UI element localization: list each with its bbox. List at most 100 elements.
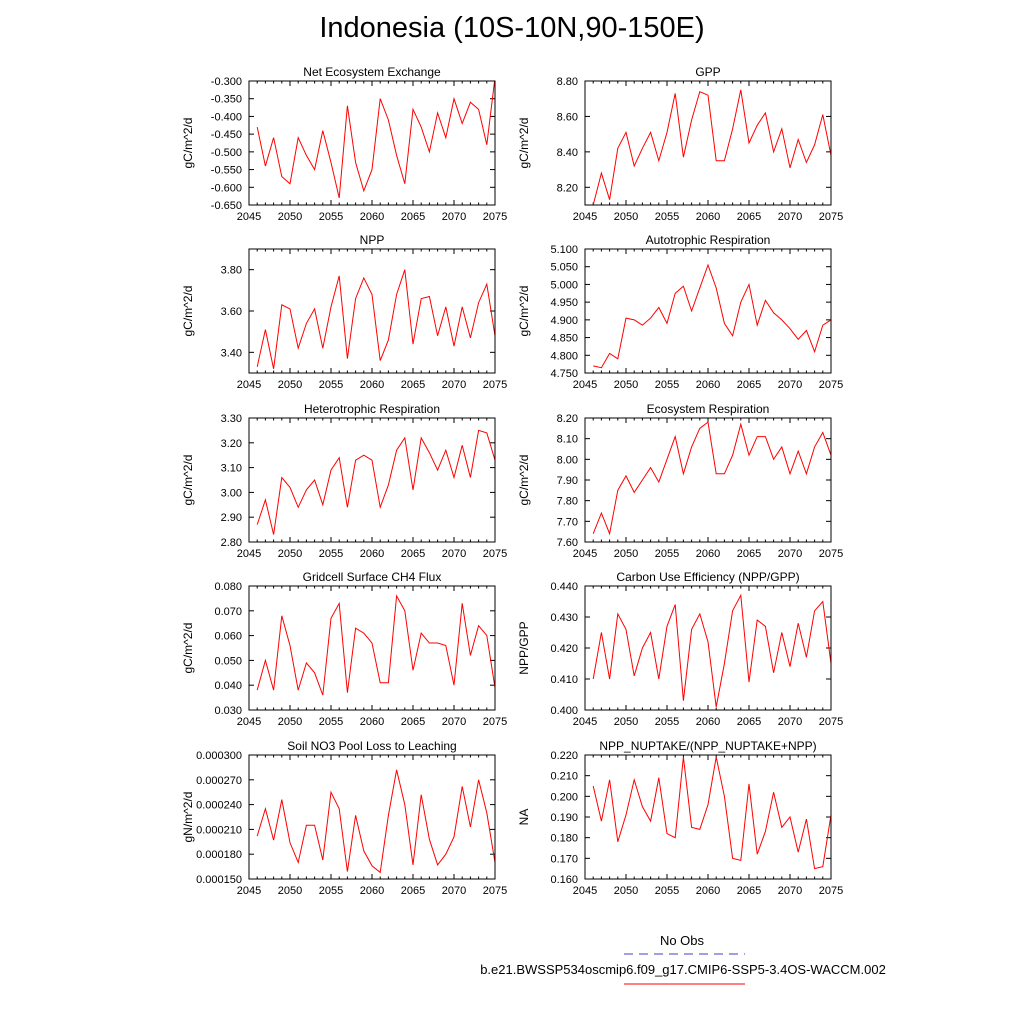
panel-7-ytick-label: 0.060 xyxy=(214,631,242,643)
panel-4-ytick-label: 4.800 xyxy=(550,350,578,362)
panel-6-ytick-label: 8.00 xyxy=(557,454,578,466)
panel-9-frame xyxy=(248,754,496,880)
panel-2-xtick-label: 2065 xyxy=(737,211,761,223)
panel-6-ytick-label: 8.20 xyxy=(557,413,578,425)
panel-6-series-line xyxy=(592,421,831,536)
panel-10-xtick-label: 2060 xyxy=(696,885,720,897)
panel-3-xtick-label: 2075 xyxy=(483,379,507,391)
panel-9: Soil NO3 Pool Loss to Leaching gN/m^2/d 20… xyxy=(181,739,507,897)
panel-1-ytick-label: -0.600 xyxy=(211,182,242,194)
panel-8-series-line xyxy=(592,593,831,707)
panel-8-xtick-label: 2045 xyxy=(573,716,597,728)
panel-2-xtick-label: 2050 xyxy=(614,211,638,223)
panel-2-ylabel: gC/m^2/d xyxy=(517,118,531,169)
panel-3-ylabel: gC/m^2/d xyxy=(181,286,195,337)
panel-4-xtick-label: 2065 xyxy=(737,379,761,391)
panel-9-ytick-label: 0.000270 xyxy=(196,775,242,787)
panel-8-ytick-label: 0.400 xyxy=(550,705,578,717)
panel-1-xtick-label: 2065 xyxy=(401,211,425,223)
panel-3-xtick-label: 2045 xyxy=(237,379,261,391)
panel-4-ytick-label: 5.000 xyxy=(550,279,578,291)
panel-3-ytick-label: 3.60 xyxy=(221,306,242,318)
panel-4-ylabel: gC/m^2/d xyxy=(517,286,531,337)
panel-5-ytick-label: 3.30 xyxy=(221,413,242,425)
panel-6-title: Ecosystem Respiration xyxy=(647,402,770,416)
panel-4-frame xyxy=(584,248,832,374)
panel-4-xtick-label: 2060 xyxy=(696,379,720,391)
panel-1-series-line xyxy=(256,81,495,199)
panel-7: Gridcell Surface CH4 Flux gC/m^2/d 2045 205… xyxy=(181,570,507,728)
panel-5-ytick-label: 3.00 xyxy=(221,487,242,499)
panel-3-title: NPP xyxy=(360,233,385,247)
panel-3-ytick-label: 3.80 xyxy=(221,265,242,277)
panel-1-xtick-label: 2050 xyxy=(278,211,302,223)
panel-8-xtick-label: 2055 xyxy=(655,716,679,728)
panel-7-xtick-label: 2055 xyxy=(319,716,343,728)
panel-1-ytick-label: -0.300 xyxy=(211,76,242,88)
panel-5-title: Heterotrophic Respiration xyxy=(304,402,440,416)
panel-8-ytick-label: 0.410 xyxy=(550,674,578,686)
panel-8-xtick-label: 2060 xyxy=(696,716,720,728)
panel-4-series-line xyxy=(593,263,831,369)
panel-7-xtick-label: 2065 xyxy=(401,716,425,728)
panel-9-ytick-label: 0.000300 xyxy=(196,750,242,762)
panel-7-ytick-label: 0.070 xyxy=(214,606,242,618)
panel-5: Heterotrophic Respiration gC/m^2/d 2045 205… xyxy=(181,402,507,560)
panel-9-xtick-label: 2075 xyxy=(483,885,507,897)
panel-7-ytick-label: 0.040 xyxy=(214,680,242,692)
panel-6-xtick-label: 2055 xyxy=(655,548,679,560)
panel-1-ytick-label: -0.350 xyxy=(211,94,242,106)
panel-7-xtick-label: 2070 xyxy=(442,716,466,728)
panel-2-series-line xyxy=(592,89,831,205)
panel-1-frame xyxy=(248,80,496,206)
panel-6-xtick-label: 2070 xyxy=(778,548,802,560)
panel-6-xtick-label: 2075 xyxy=(819,548,843,560)
panel-9-xtick-label: 2065 xyxy=(401,885,425,897)
panel-6-ytick-label: 7.80 xyxy=(557,496,578,508)
panel-9-ytick-label: 0.000180 xyxy=(196,849,242,861)
panel-4-title: Autotrophic Respiration xyxy=(646,233,771,247)
panel-1-ytick-label: -0.400 xyxy=(211,111,242,123)
panel-4-xtick-label: 2045 xyxy=(573,379,597,391)
panel-7-ytick-label: 0.050 xyxy=(214,655,242,667)
panel-2-title: GPP xyxy=(695,65,720,79)
panel-4-xtick-label: 2055 xyxy=(655,379,679,391)
panel-2-xtick-label: 2055 xyxy=(655,211,679,223)
panel-8-ytick-label: 0.430 xyxy=(550,612,578,624)
panel-5-series-line xyxy=(256,429,495,535)
panel-10-xtick-label: 2050 xyxy=(614,885,638,897)
panel-8: Carbon Use Efficiency (NPP/GPP) NPP/GPP 20… xyxy=(517,570,843,728)
panel-3-series-line xyxy=(256,269,495,369)
panel-8-xtick-label: 2070 xyxy=(778,716,802,728)
panel-7-xtick-label: 2075 xyxy=(483,716,507,728)
panel-1-xtick-label: 2060 xyxy=(360,211,384,223)
panel-3-xtick-label: 2055 xyxy=(319,379,343,391)
panel-4-xtick-label: 2050 xyxy=(614,379,638,391)
panel-7-xtick-label: 2060 xyxy=(360,716,384,728)
panel-6-ytick-label: 7.90 xyxy=(557,475,578,487)
panel-5-ytick-label: 3.10 xyxy=(221,463,242,475)
panel-3: NPP gC/m^2/d 2045 2050 2055 2060 2065 2070 2075 3… xyxy=(181,233,507,391)
panel-4-ytick-label: 5.050 xyxy=(550,262,578,274)
panel-9-xtick-label: 2050 xyxy=(278,885,302,897)
panel-10-ytick-label: 0.220 xyxy=(550,750,578,762)
panel-3-xtick-label: 2065 xyxy=(401,379,425,391)
panel-10-ytick-label: 0.180 xyxy=(550,833,578,845)
panel-9-ytick-label: 0.000150 xyxy=(196,874,242,886)
panel-1-xtick-label: 2055 xyxy=(319,211,343,223)
panel-1-xtick-label: 2075 xyxy=(483,211,507,223)
panel-10-xtick-label: 2055 xyxy=(655,885,679,897)
panel-10-ylabel: NA xyxy=(517,809,531,826)
panel-7-frame xyxy=(248,585,496,711)
panel-7-title: Gridcell Surface CH4 Flux xyxy=(303,570,442,584)
panel-4-ytick-label: 4.850 xyxy=(550,333,578,345)
panel-9-ylabel: gN/m^2/d xyxy=(181,792,195,843)
panel-9-ytick-label: 0.000210 xyxy=(196,824,242,836)
panel-10-series-line xyxy=(592,756,831,870)
panel-10-ytick-label: 0.210 xyxy=(550,771,578,783)
panel-2-xtick-label: 2060 xyxy=(696,211,720,223)
panel-5-xtick-label: 2050 xyxy=(278,548,302,560)
panel-10-ytick-label: 0.160 xyxy=(550,874,578,886)
panel-4-xtick-label: 2070 xyxy=(778,379,802,391)
panel-10-xtick-label: 2070 xyxy=(778,885,802,897)
